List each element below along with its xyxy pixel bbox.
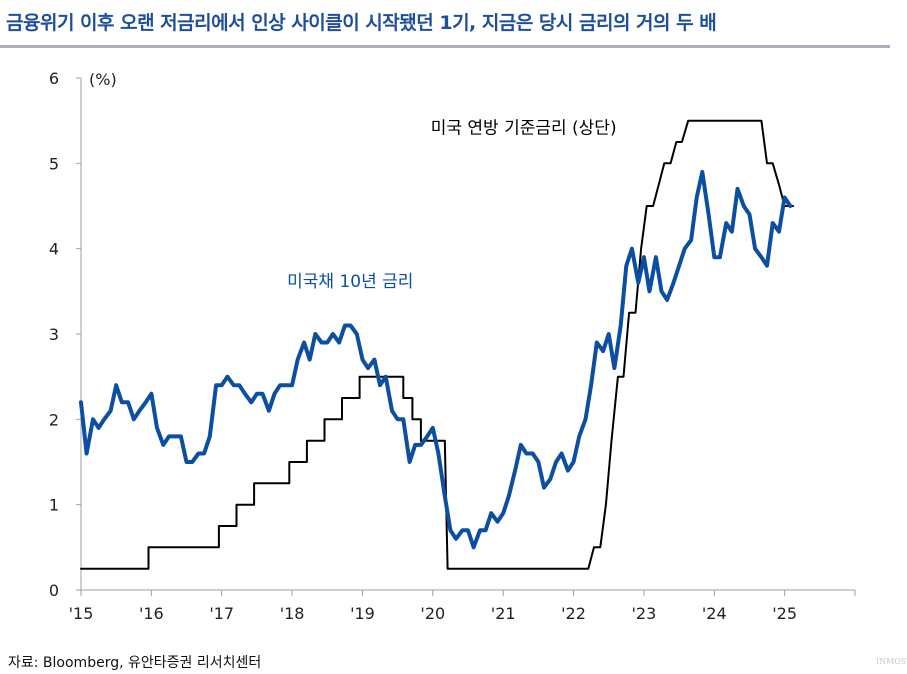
x-tick-label: '18: [280, 604, 305, 623]
x-tick-label: '21: [491, 604, 516, 623]
series-line-fed-funds: [80, 119, 795, 570]
y-tick-label: 3: [49, 325, 59, 344]
chart-annotations: 미국 연방 기준금리 (상단) 미국채 10년 금리: [287, 118, 616, 292]
y-tick-label: 2: [49, 410, 59, 429]
x-tick-label: '15: [69, 604, 94, 623]
annotation-fed-funds: 미국 연방 기준금리 (상단): [431, 118, 617, 138]
x-tick-label: '16: [139, 604, 164, 623]
x-tick-label: '17: [209, 604, 234, 623]
chart-title: 금융위기 이후 오랜 저금리에서 인상 사이클이 시작됐던 1기, 지금은 당시…: [6, 12, 717, 34]
watermark-text: INMOST: [876, 657, 907, 666]
y-tick-label: 5: [49, 154, 59, 173]
source-note: 자료: Bloomberg, 유안타증권 리서치센터: [8, 655, 262, 671]
series-line-treasury-10y: [79, 169, 793, 550]
annotation-treasury-10y: 미국채 10년 금리: [287, 272, 413, 292]
y-tick-label: 4: [49, 240, 59, 259]
x-tick-label: '23: [632, 604, 657, 623]
x-tick-label: '19: [350, 604, 375, 623]
x-tick-label: '25: [772, 604, 797, 623]
y-tick-label: 6: [49, 69, 59, 88]
x-tick-label: '20: [420, 604, 445, 623]
y-axis-label: (%): [89, 70, 117, 89]
x-tick-label: '24: [702, 604, 727, 623]
y-tick-label: 0: [49, 581, 59, 600]
y-tick-label: 1: [49, 496, 59, 515]
x-tick-label: '22: [561, 604, 586, 623]
chart-series: [79, 119, 795, 570]
title-divider: [0, 45, 890, 48]
chart-axes: 0 1 2 3 4 5 6 (%) '15 '16 '17 '18 '19 '20 '21 '22 '23 '24…: [49, 69, 856, 623]
